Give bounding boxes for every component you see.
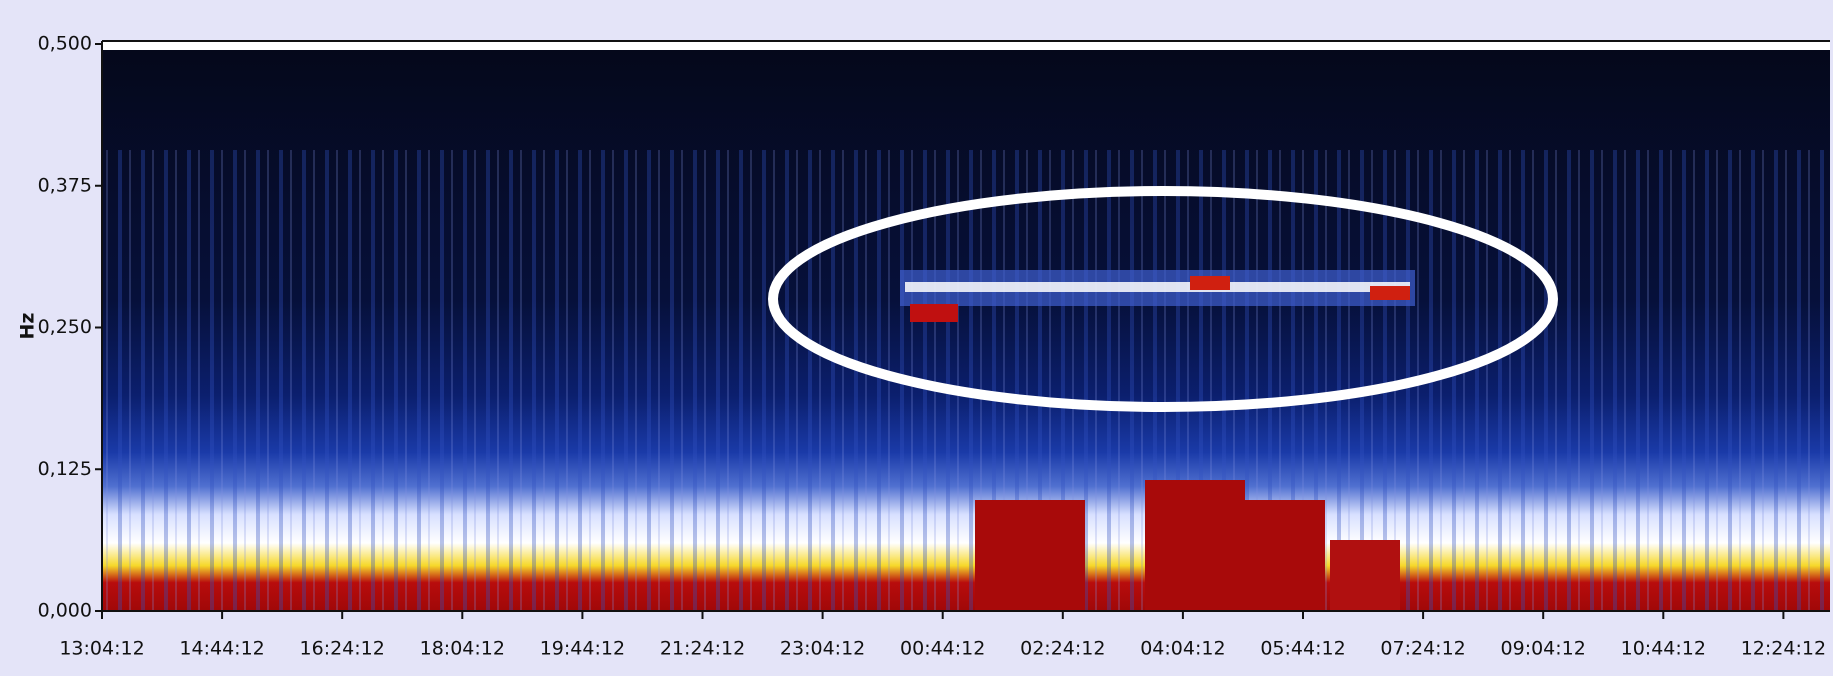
x-tick-label: 02:24:12 [1020, 638, 1105, 660]
x-tick-label: 18:04:12 [420, 638, 505, 660]
y-tick-label: 0,375 [38, 174, 92, 196]
heatmap-texture [102, 150, 1830, 611]
x-tick-label: 23:04:12 [780, 638, 865, 660]
x-tick-label: 07:24:12 [1380, 638, 1465, 660]
x-tick-label: 00:44:12 [900, 638, 985, 660]
highlight-ellipse [768, 186, 1558, 412]
heatmap-band [910, 304, 958, 322]
x-tick-label: 21:24:12 [660, 638, 745, 660]
heatmap-band [1190, 276, 1230, 290]
y-tick-label: 0,125 [38, 458, 92, 480]
spectrogram [102, 41, 1830, 611]
y-axis-label: Hz [17, 313, 39, 340]
y-tick-label: 0,500 [38, 33, 92, 55]
x-tick-label: 10:44:12 [1621, 638, 1706, 660]
heatmap-blob [1330, 540, 1400, 611]
x-tick-label: 19:44:12 [540, 638, 625, 660]
x-tick-label: 04:04:12 [1140, 638, 1225, 660]
heatmap-band [1370, 286, 1410, 300]
y-tick-label: 0,000 [38, 600, 92, 622]
heatmap-blob [1145, 480, 1245, 611]
x-tick-label: 12:24:12 [1741, 638, 1826, 660]
y-tick-label: 0,250 [38, 316, 92, 338]
x-tick-label: 09:04:12 [1501, 638, 1586, 660]
x-tick-label: 16:24:12 [300, 638, 385, 660]
top-strip [102, 41, 1830, 50]
x-tick-label: 05:44:12 [1260, 638, 1345, 660]
x-tick-label: 14:44:12 [179, 638, 264, 660]
heatmap-blob [975, 500, 1085, 611]
heatmap-blob [1235, 500, 1325, 611]
x-tick-label: 13:04:12 [59, 638, 144, 660]
heatmap-band [905, 282, 1410, 292]
